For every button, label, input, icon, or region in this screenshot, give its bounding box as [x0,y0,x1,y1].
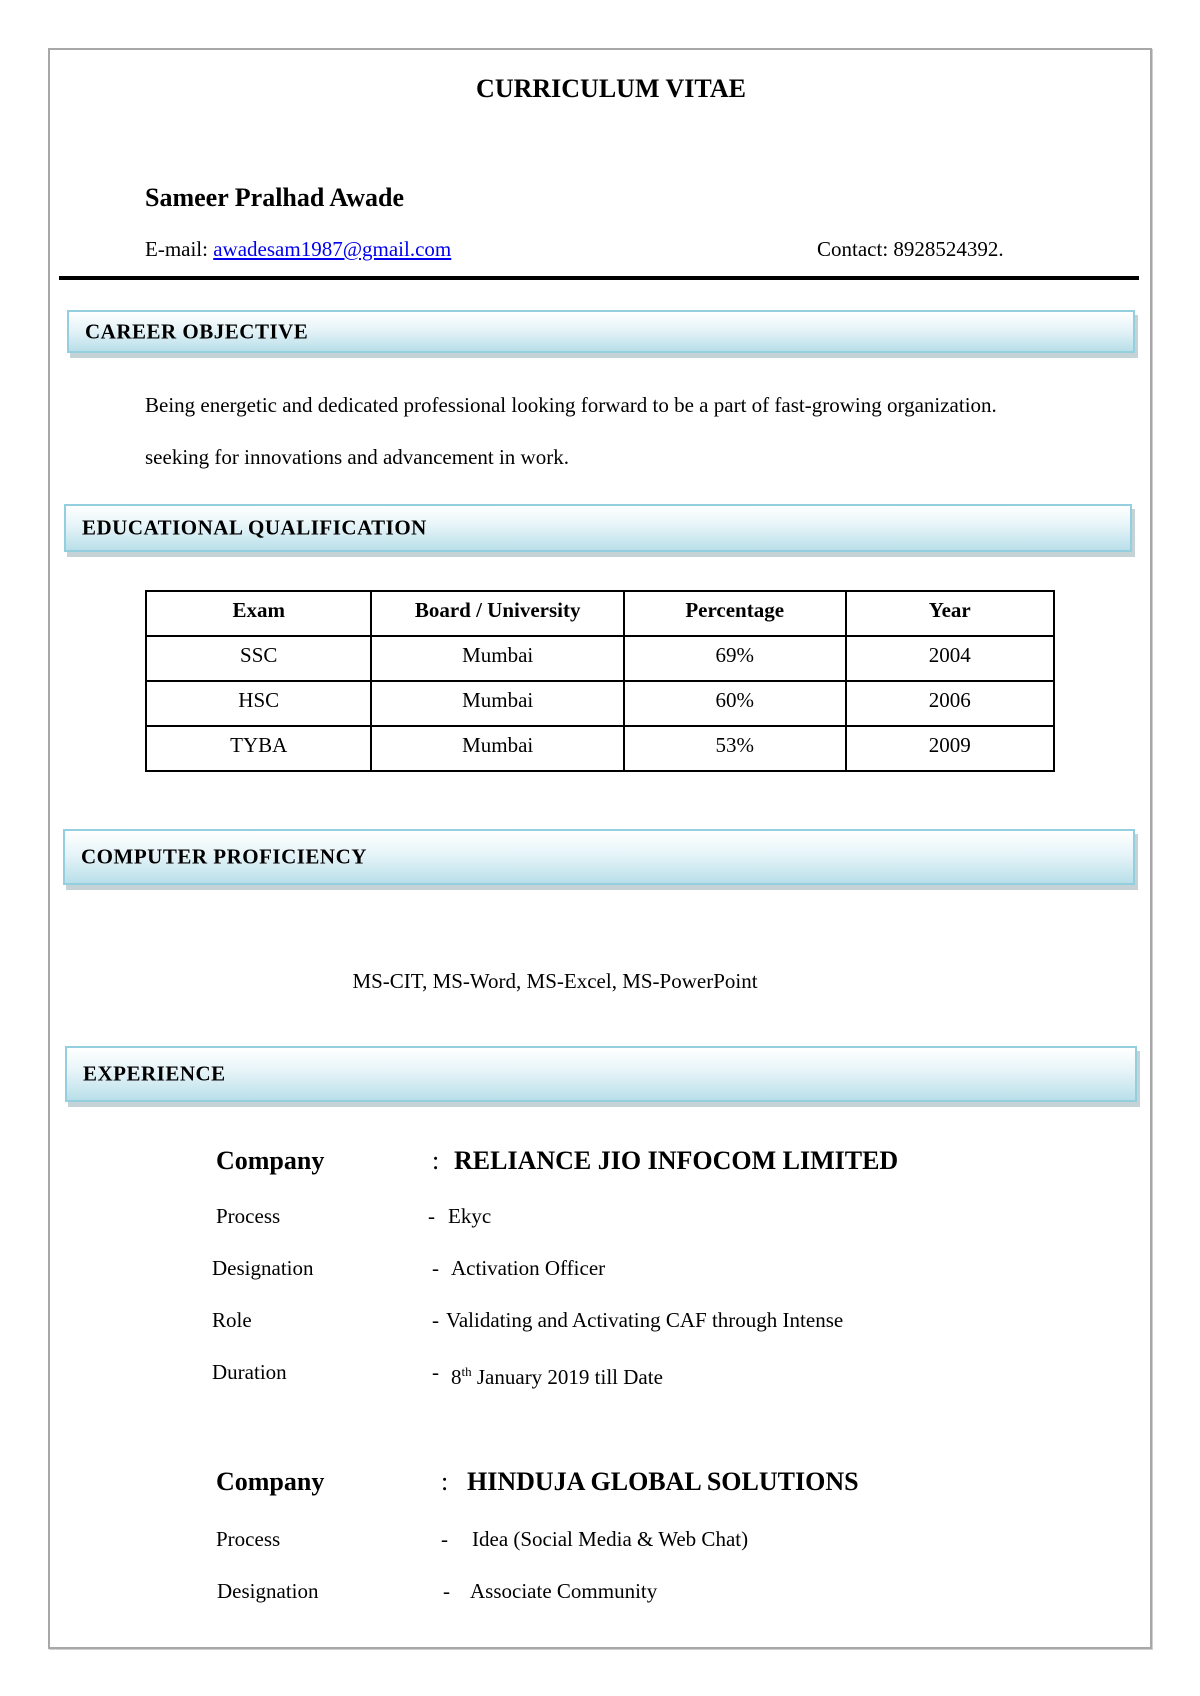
detail-dash: - [428,1204,435,1228]
table-cell: Mumbai [370,635,625,682]
table-row: TYBA Mumbai 53% 2009 [144,725,1055,772]
detail-dash: - [432,1256,439,1280]
company-label: Company [216,1146,325,1175]
table-cell: HSC [144,680,373,727]
section-title: EXPERIENCE [83,1061,226,1086]
table-row: SSC Mumbai 69% 2004 [144,635,1055,682]
header-divider [59,276,1139,280]
detail-value: Ekyc [448,1204,492,1228]
table-cell: TYBA [144,725,373,772]
section-header-experience: EXPERIENCE [65,1046,1137,1102]
detail-label: Process [216,1527,281,1551]
page-border [48,48,1152,1649]
detail-dash: - [443,1579,450,1603]
table-cell: 60% [622,680,847,727]
detail-label: Process [216,1204,281,1228]
contact-line: Contact: 8928524392. [817,237,1004,261]
detail-value: Validating and Activating CAF through In… [446,1308,844,1332]
education-table: Exam Board / University Percentage Year … [144,590,1055,772]
company-name: HINDUJA GLOBAL SOLUTIONS [467,1467,859,1496]
contact-phone: 8928524392. [893,237,1004,261]
company-colon: : [432,1146,440,1175]
table-cell: 69% [622,635,847,682]
detail-label: Duration [212,1360,287,1384]
detail-value: Idea (Social Media & Web Chat) [472,1527,749,1551]
company-colon: : [441,1467,449,1496]
duration-rest: January 2019 till Date [471,1365,663,1389]
detail-dash: - [432,1308,439,1332]
table-cell: SSC [144,635,373,682]
table-header-row: Exam Board / University Percentage Year [144,590,1055,637]
table-cell: 53% [622,725,847,772]
detail-value: Associate Community [470,1579,658,1603]
email-label: E-mail: [145,237,214,261]
objective-line-2: seeking for innovations and advancement … [145,445,569,469]
objective-line-1: Being energetic and dedicated profession… [145,393,997,417]
section-title: CAREER OBJECTIVE [85,319,309,343]
company-label: Company [216,1467,325,1496]
column-header: Percentage [622,590,847,637]
email-link[interactable]: awadesam1987@gmail.com [213,237,452,261]
section-header-career-objective: CAREER OBJECTIVE [67,310,1135,353]
table-cell: 2004 [844,635,1055,682]
company-name: RELIANCE JIO INFOCOM LIMITED [454,1146,899,1175]
table-cell: Mumbai [370,680,625,727]
skills-list: MS-CIT, MS-Word, MS-Excel, MS-PowerPoint [352,969,758,993]
detail-label: Role [212,1308,252,1332]
table-cell: Mumbai [370,725,625,772]
table-cell: 2006 [844,680,1055,727]
section-header-education: EDUCATIONAL QUALIFICATION [64,504,1132,552]
section-title: COMPUTER PROFICIENCY [81,844,367,869]
detail-dash: - [432,1360,439,1384]
column-header: Exam [144,590,373,637]
duration-suffix: th [461,1364,472,1379]
email-line: E-mail: awadesam1987@gmail.com [145,237,451,261]
detail-label: Designation [217,1579,319,1603]
section-title: EDUCATIONAL QUALIFICATION [82,515,427,540]
document-title: CURRICULUM VITAE [476,74,746,103]
contact-label: Contact: [817,237,894,261]
column-header: Board / University [370,590,625,637]
detail-value: 8th January 2019 till Date [451,1360,663,1389]
section-header-computer-proficiency: COMPUTER PROFICIENCY [63,829,1135,885]
detail-value: Activation Officer [451,1256,606,1280]
column-header: Year [844,590,1055,637]
detail-dash: - [441,1527,448,1551]
candidate-name: Sameer Pralhad Awade [145,183,405,212]
duration-day: 8 [451,1365,462,1389]
detail-label: Designation [212,1256,314,1280]
table-cell: 2009 [844,725,1055,772]
table-row: HSC Mumbai 60% 2006 [144,680,1055,727]
